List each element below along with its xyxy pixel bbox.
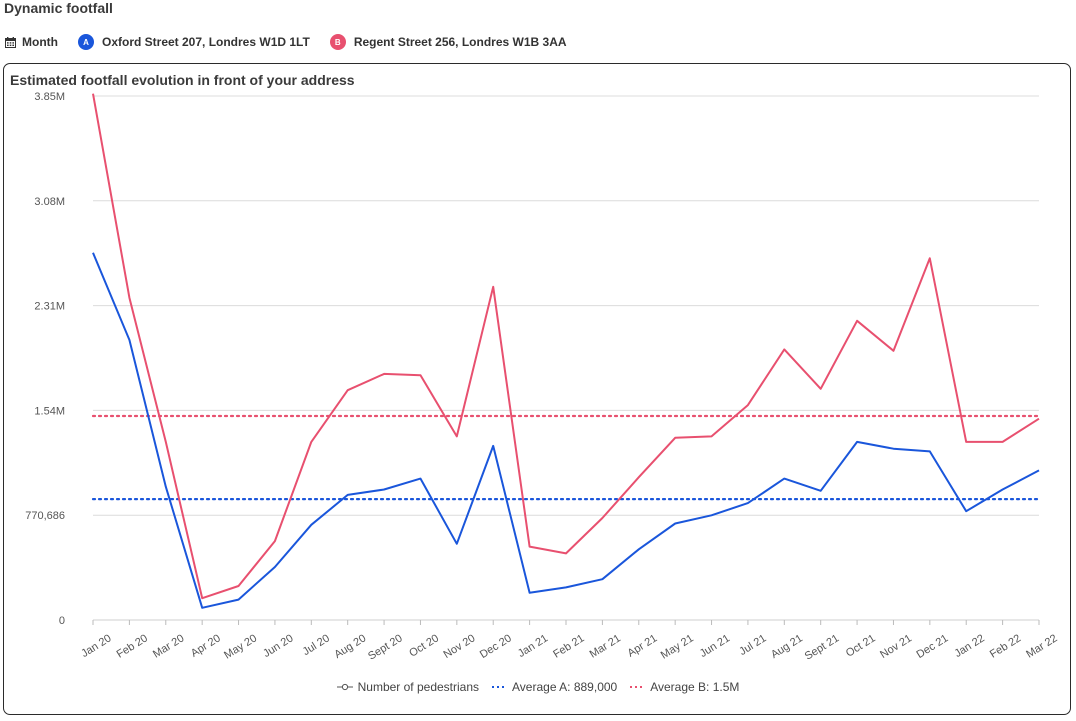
page-title: Dynamic footfall	[4, 0, 113, 16]
legend-dotted-a-icon	[492, 686, 508, 688]
y-tick-label: 770,686	[25, 510, 65, 522]
x-tick-label: Apr 21	[626, 632, 660, 659]
calendar-icon	[5, 36, 16, 48]
y-tick-label: 1.54M	[34, 405, 65, 417]
y-tick-label: 0	[59, 615, 65, 627]
x-tick-label: Oct 20	[407, 632, 441, 659]
x-tick-label: Jul 21	[737, 632, 768, 658]
location-a-filter[interactable]: A Oxford Street 207, Londres W1D 1LT	[77, 34, 310, 50]
legend-pedestrians-label: Number of pedestrians	[357, 680, 480, 694]
x-tick-label: Jan 20	[79, 632, 113, 660]
x-tick-label: Oct 21	[844, 632, 878, 659]
x-tick-label: Dec 20	[478, 632, 514, 661]
location-a-label: Oxford Street 207, Londres W1D 1LT	[101, 35, 310, 49]
series-line-b	[92, 93, 1040, 600]
x-tick-label: Nov 20	[442, 632, 478, 661]
legend-average-a-label: Average A: 889,000	[512, 680, 618, 694]
legend-dotted-b-icon	[630, 686, 646, 688]
series-line-a	[92, 252, 1040, 609]
x-tick-label: Jun 21	[698, 632, 732, 660]
x-tick-label: Feb 21	[551, 632, 586, 660]
location-b-filter[interactable]: B Regent Street 256, Londres W1B 3AA	[329, 34, 567, 50]
location-b-label: Regent Street 256, Londres W1B 3AA	[353, 35, 567, 49]
x-tick-label: Dec 21	[915, 632, 951, 661]
x-tick-label: Jan 21	[516, 632, 550, 660]
period-filter[interactable]: Month	[5, 35, 58, 49]
legend-average-b[interactable]: Average B: 1.5M	[629, 680, 739, 694]
x-tick-label: Mar 22	[1024, 632, 1059, 660]
period-label: Month	[22, 35, 58, 49]
x-tick-label: Sept 21	[803, 632, 842, 662]
legend-line-circle-icon	[336, 683, 353, 691]
chart-card	[3, 63, 1071, 715]
x-tick-label: Jun 20	[261, 632, 295, 660]
chart-title: Estimated footfall evolution in front of…	[10, 72, 355, 88]
y-tick-label: 3.08M	[34, 196, 65, 208]
filter-bar: Month A Oxford Street 207, Londres W1D 1…	[5, 32, 587, 52]
x-tick-label: Apr 20	[189, 632, 223, 659]
x-tick-label: Jul 20	[301, 632, 332, 658]
location-a-badge: A	[77, 34, 94, 50]
x-tick-label: Jan 22	[952, 632, 986, 660]
legend-average-b-label: Average B: 1.5M	[650, 680, 740, 694]
x-tick-label: Aug 21	[769, 632, 805, 661]
x-tick-label: Sept 20	[366, 632, 405, 662]
location-b-badge: B	[329, 34, 346, 50]
x-tick-label: Mar 21	[588, 632, 623, 660]
y-tick-label: 2.31M	[34, 301, 65, 313]
x-tick-label: Aug 20	[332, 632, 368, 661]
legend-average-a[interactable]: Average A: 889,000	[491, 680, 617, 694]
y-tick-label: 3.85M	[34, 91, 65, 103]
x-tick-label: May 21	[659, 632, 696, 661]
x-tick-label: Feb 22	[988, 632, 1023, 660]
x-tick-label: Mar 20	[151, 632, 186, 660]
x-tick-label: May 20	[222, 632, 259, 661]
chart-legend: Number of pedestrians Average A: 889,000…	[0, 680, 1076, 694]
x-tick-label: Nov 21	[878, 632, 914, 661]
legend-pedestrians[interactable]: Number of pedestrians	[336, 680, 480, 694]
x-tick-label: Feb 20	[115, 632, 150, 660]
